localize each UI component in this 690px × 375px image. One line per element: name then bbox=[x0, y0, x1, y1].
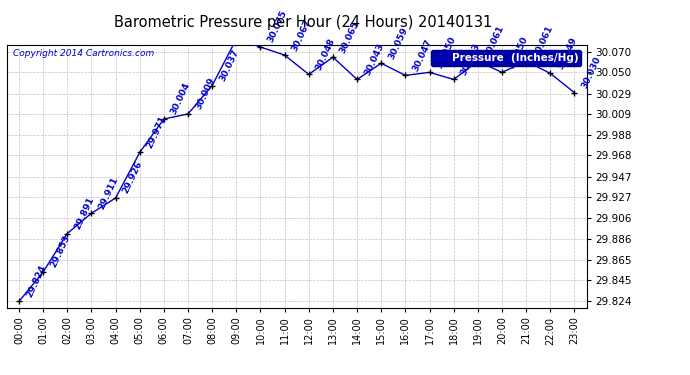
Text: 30.050: 30.050 bbox=[435, 35, 457, 70]
Text: 30.050: 30.050 bbox=[508, 35, 530, 70]
Text: 30.004: 30.004 bbox=[170, 81, 192, 116]
Text: 30.061: 30.061 bbox=[532, 24, 554, 58]
Text: 30.061: 30.061 bbox=[484, 24, 506, 58]
Text: 30.048: 30.048 bbox=[315, 36, 337, 72]
Text: 30.065: 30.065 bbox=[339, 20, 361, 54]
Text: Copyright 2014 Cartronics.com: Copyright 2014 Cartronics.com bbox=[12, 49, 154, 58]
Text: 30.009: 30.009 bbox=[194, 76, 216, 111]
Text: Barometric Pressure per Hour (24 Hours) 20140131: Barometric Pressure per Hour (24 Hours) … bbox=[115, 15, 493, 30]
Text: 29.911: 29.911 bbox=[97, 175, 120, 210]
Text: 30.075: 30.075 bbox=[266, 9, 289, 44]
Text: 30.049: 30.049 bbox=[556, 35, 579, 70]
Text: 30.030: 30.030 bbox=[580, 55, 602, 90]
Legend: Pressure  (Inches/Hg): Pressure (Inches/Hg) bbox=[431, 50, 581, 66]
Text: 30.037: 30.037 bbox=[218, 48, 241, 83]
Text: 29.971: 29.971 bbox=[146, 114, 168, 150]
Text: 30.067: 30.067 bbox=[290, 17, 313, 53]
Text: 30.059: 30.059 bbox=[387, 26, 410, 60]
Text: 30.043: 30.043 bbox=[363, 42, 386, 76]
Text: 30.043: 30.043 bbox=[460, 42, 482, 76]
Text: 30.047: 30.047 bbox=[411, 38, 434, 73]
Text: 30.083: 30.083 bbox=[0, 374, 1, 375]
Text: 29.926: 29.926 bbox=[121, 160, 144, 195]
Text: 29.891: 29.891 bbox=[73, 195, 96, 231]
Text: 29.853: 29.853 bbox=[49, 234, 72, 269]
Text: 29.824: 29.824 bbox=[25, 263, 48, 298]
